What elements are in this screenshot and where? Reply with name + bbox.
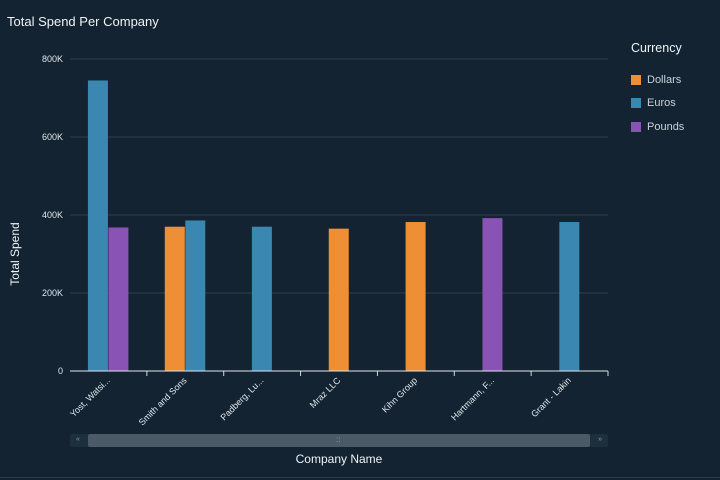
scroll-thumb[interactable]: :: xyxy=(88,434,590,447)
legend-label: Euros xyxy=(647,97,676,110)
chart-title: Total Spend Per Company xyxy=(7,14,159,29)
bar-euros xyxy=(251,226,272,371)
y-tick-label: 400K xyxy=(42,210,63,220)
bar-euros xyxy=(87,80,108,371)
bar-pounds xyxy=(482,218,503,371)
legend-title: Currency xyxy=(631,41,682,55)
legend-item-pounds[interactable]: Pounds xyxy=(631,115,684,139)
divider xyxy=(0,477,720,478)
legend-swatch xyxy=(631,98,641,109)
x-tick-label: Mraz LLC xyxy=(308,375,343,410)
scroll-left-icon[interactable]: « xyxy=(76,436,80,443)
x-tick-label: Padberg, Lu... xyxy=(219,375,266,422)
y-tick-label: 800K xyxy=(42,54,63,64)
bar-dollars xyxy=(328,228,349,371)
x-tick-label: Kihn Group xyxy=(380,375,419,414)
scroll-right-icon[interactable]: » xyxy=(598,436,602,443)
x-tick-label: Hartmann, F... xyxy=(449,375,496,422)
x-axis-title: Company Name xyxy=(296,452,383,466)
y-tick-label: 0 xyxy=(58,366,63,376)
legend-item-dollars[interactable]: Dollars xyxy=(631,68,684,92)
x-tick-label: Grant - Lakin xyxy=(529,375,573,419)
bar-euros xyxy=(559,222,580,371)
x-tick-label: Smith and Sons xyxy=(137,375,189,427)
legend-swatch xyxy=(631,121,641,132)
bar-dollars xyxy=(405,222,426,371)
y-tick-label: 600K xyxy=(42,132,63,142)
y-tick-label: 200K xyxy=(42,288,63,298)
legend-label: Pounds xyxy=(647,120,685,133)
legend-label: Dollars xyxy=(647,73,682,86)
legend: Currency Dollars Euros Pounds xyxy=(631,41,684,139)
bar-euros xyxy=(185,220,206,371)
bar-dollars xyxy=(164,226,185,371)
grip-icon: :: xyxy=(336,435,341,444)
bar-pounds xyxy=(108,227,129,371)
legend-swatch xyxy=(631,74,641,85)
legend-item-euros[interactable]: Euros xyxy=(631,92,684,116)
y-axis-title: Total Spend xyxy=(8,222,22,285)
x-scrollbar[interactable]: « :: » xyxy=(70,434,608,447)
x-tick-label: Yost, Watsi... xyxy=(68,375,112,419)
